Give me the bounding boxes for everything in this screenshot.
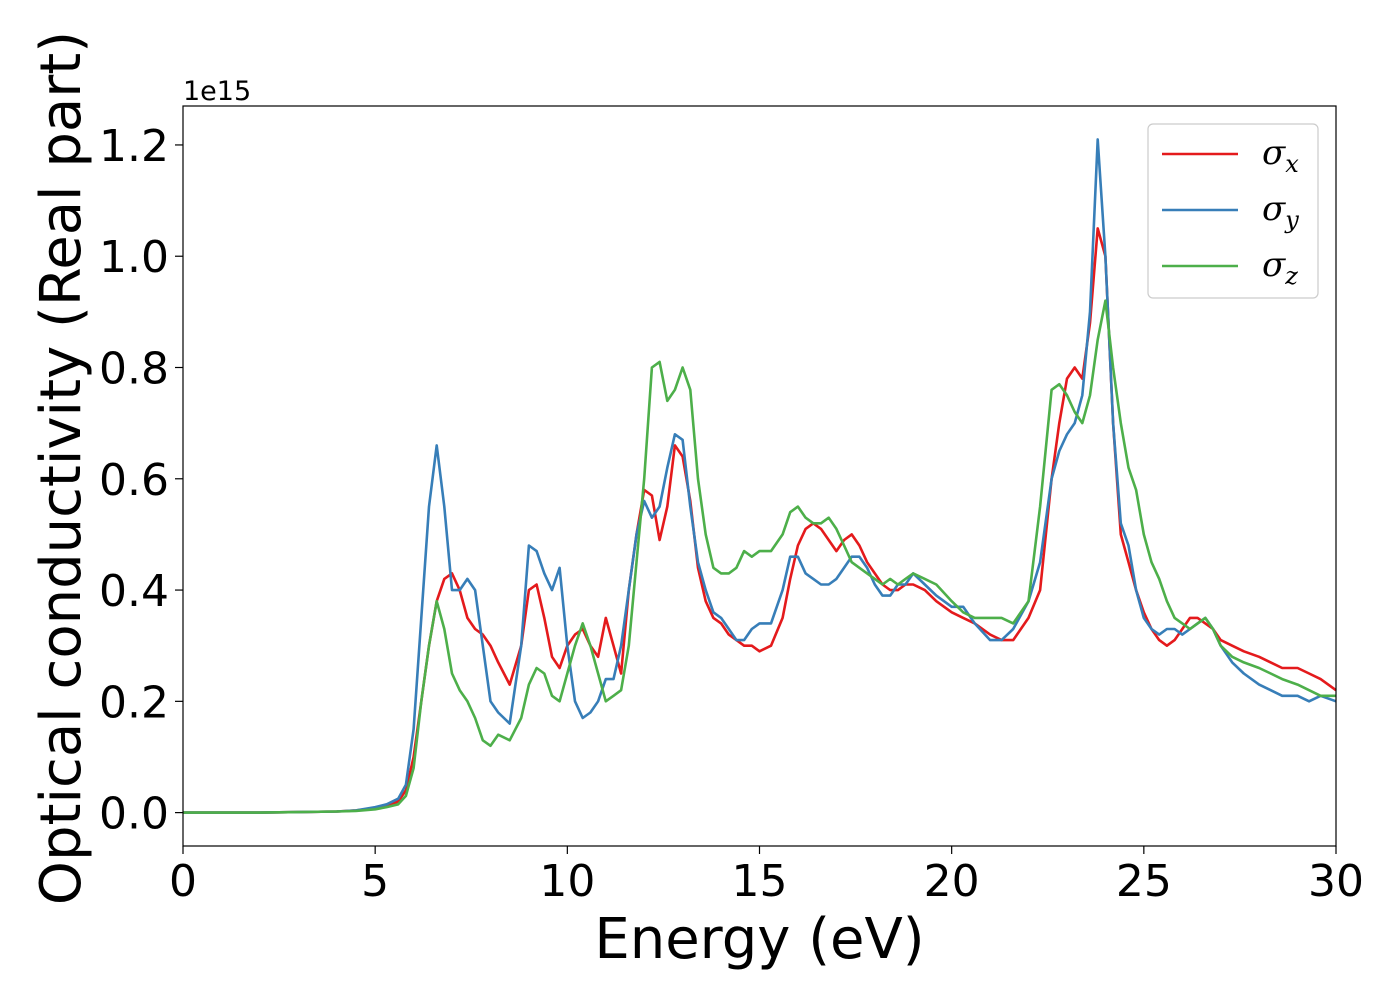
x-tick-label: 25 — [1116, 856, 1172, 907]
x-tick-label: 15 — [732, 856, 788, 907]
series-layer — [183, 138, 1337, 814]
legend: σx σy σz — [1147, 123, 1319, 299]
x-tick-label: 10 — [539, 856, 595, 907]
y-tick-label: 0.8 — [99, 344, 169, 395]
y-offset-text: 1e15 — [183, 76, 251, 107]
y-axis: 0.0 0.2 0.4 0.6 0.8 1.0 1.2 — [99, 121, 183, 840]
y-tick-label: 0.6 — [99, 455, 169, 506]
series-line-sigma-x — [183, 227, 1337, 814]
y-tick-label: 0.2 — [99, 677, 169, 728]
x-tick-label: 30 — [1308, 856, 1364, 907]
y-tick-label: 1.0 — [99, 232, 169, 283]
series-line-sigma-z — [183, 299, 1336, 814]
y-tick-label: 0.4 — [99, 566, 169, 617]
x-axis: 0 5 10 15 20 25 30 — [169, 846, 1364, 907]
y-tick-label: 1.2 — [99, 121, 169, 172]
legend-label-sigma-x: σx — [1262, 133, 1299, 178]
x-tick-label: 5 — [361, 856, 389, 907]
legend-label-sigma-z: σz — [1262, 245, 1298, 290]
x-axis-title: Energy (eV) — [594, 907, 924, 972]
series-line-sigma-y — [183, 138, 1337, 814]
y-axis-title: Optical conductivity (Real part) — [29, 31, 94, 905]
x-tick-label: 0 — [169, 856, 197, 907]
legend-label-sigma-y: σy — [1262, 189, 1299, 234]
y-tick-label: 0.0 — [99, 789, 169, 840]
x-tick-label: 20 — [924, 856, 980, 907]
